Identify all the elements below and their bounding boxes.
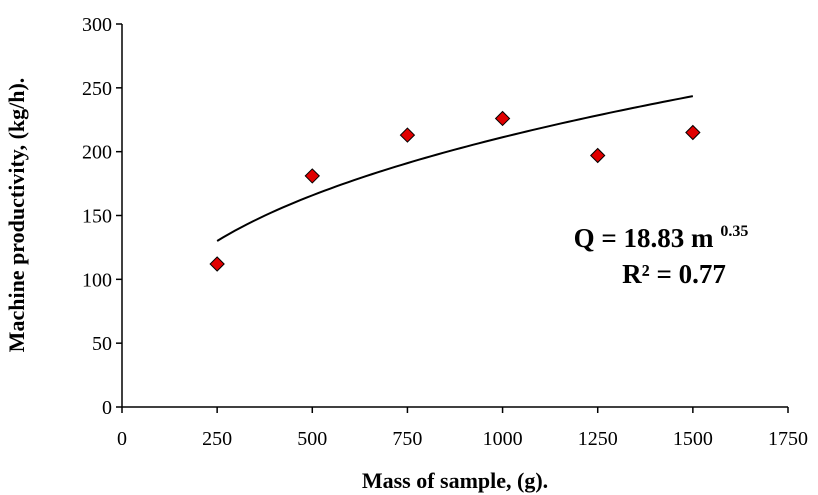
- data-point-marker: [399, 127, 416, 143]
- x-tick-label: 500: [297, 428, 327, 450]
- equation-annotation: Q = 18.83 m 0.35: [574, 223, 749, 253]
- x-tick-labels: 0 250 500 750 1000 1250 1500 1750: [117, 428, 808, 450]
- power-trendline: [216, 95, 694, 242]
- data-point-marker: [494, 110, 511, 127]
- data-point-marker: [685, 124, 701, 141]
- y-tick-label: 250: [82, 78, 112, 100]
- x-tick-label: 250: [202, 428, 232, 450]
- y-tick-label: 200: [82, 142, 112, 164]
- equation-main: Q = 18.83 m: [574, 223, 714, 253]
- axes: [116, 23, 789, 413]
- y-tick-label: 50: [92, 333, 112, 355]
- x-axis-title: Mass of sample, (g).: [362, 468, 548, 493]
- equation-exponent: 0.35: [720, 223, 748, 240]
- y-tick-label: 0: [102, 397, 112, 419]
- x-tick-label: 1250: [578, 428, 618, 450]
- data-point-marker: [304, 168, 320, 184]
- x-tick-label: 750: [392, 428, 422, 450]
- data-point-marker: [590, 147, 606, 164]
- data-points: [209, 110, 701, 272]
- x-tick-label: 1000: [483, 428, 523, 450]
- x-tick-label: 0: [117, 428, 127, 450]
- r-squared-annotation: R² = 0.77: [622, 259, 726, 289]
- y-axis-title: Machine productivity, (kg/h).: [4, 78, 29, 353]
- y-tick-label: 100: [82, 269, 112, 291]
- y-tick-label: 300: [82, 14, 112, 36]
- y-tick-label: 150: [82, 206, 112, 228]
- x-tick-label: 1500: [673, 428, 713, 450]
- y-tick-labels: 0 50 100 150 200 250 300: [82, 14, 112, 419]
- x-tick-label: 1750: [768, 428, 808, 450]
- data-point-marker: [209, 256, 225, 272]
